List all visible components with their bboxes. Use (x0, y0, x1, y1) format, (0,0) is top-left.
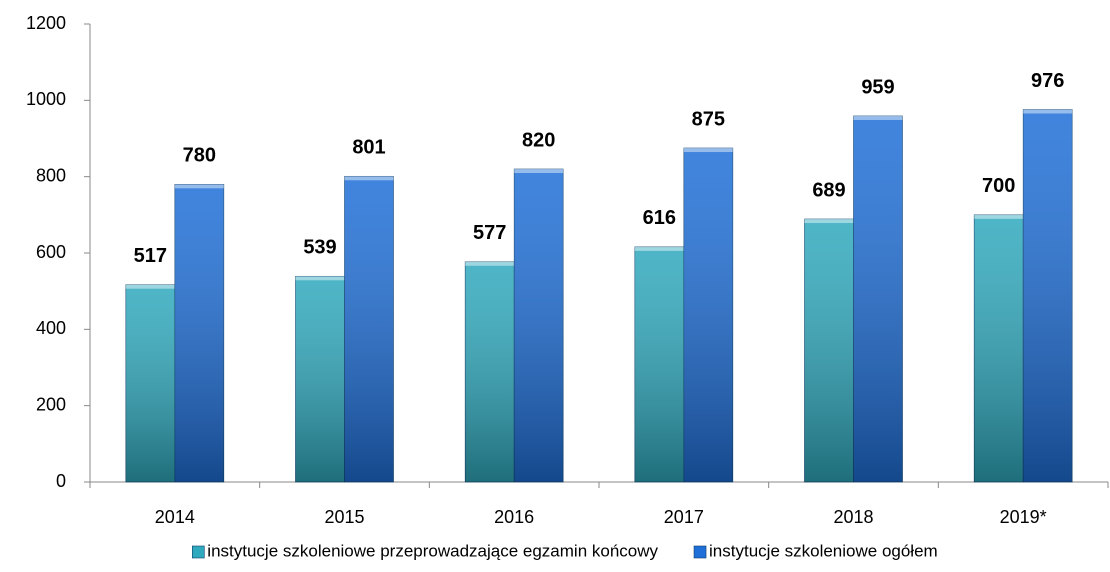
bar-shade (1023, 109, 1073, 482)
value-label: 577 (473, 222, 506, 244)
y-tick-label: 0 (56, 471, 66, 491)
y-tick-label: 400 (36, 318, 66, 338)
value-label: 517 (134, 245, 167, 267)
value-label: 689 (812, 179, 845, 201)
y-tick-label: 1000 (26, 89, 66, 109)
value-label: 780 (183, 145, 216, 167)
x-tick-label: 2019* (1000, 507, 1047, 527)
bar-cap (174, 184, 224, 189)
legend: instytucje szkoleniowe przeprowadzające … (191, 541, 938, 560)
bar-cap (683, 148, 733, 153)
bar-cap (125, 284, 175, 289)
legend-label: instytucje szkoleniowe przeprowadzające … (207, 541, 658, 560)
bar-cap (295, 276, 345, 281)
value-label: 976 (1031, 70, 1064, 92)
x-tick-label: 2014 (155, 507, 195, 527)
bar-cap (1023, 109, 1073, 114)
x-tick-label: 2017 (664, 507, 704, 527)
bar-cap (465, 261, 515, 266)
bar-shade (853, 115, 903, 483)
bar-cap (344, 176, 394, 181)
y-tick-label: 800 (36, 165, 66, 185)
bar-shade (634, 246, 684, 482)
value-label: 539 (303, 237, 336, 259)
value-label: 959 (861, 76, 894, 98)
bar-shade (125, 284, 175, 482)
y-tick-label: 200 (36, 394, 66, 414)
bar-cap (974, 214, 1024, 219)
legend-swatch (693, 545, 707, 559)
x-tick-label: 2015 (324, 507, 364, 527)
bar-cap (804, 219, 854, 224)
bar-shade (683, 148, 733, 482)
bar-cap (853, 115, 903, 120)
legend-swatch (191, 545, 205, 559)
bar-shade (974, 214, 1024, 483)
value-label: 801 (352, 137, 385, 159)
bar-cap (514, 169, 564, 174)
bar-shade (174, 184, 224, 483)
y-tick-label: 600 (36, 242, 66, 262)
value-label: 616 (643, 207, 676, 229)
x-tick-label: 2016 (494, 507, 534, 527)
bar-shade (295, 276, 345, 482)
legend-label: instytucje szkoleniowe ogółem (709, 541, 938, 560)
bar-cap (634, 246, 684, 251)
bar-shade (514, 169, 564, 483)
value-label: 700 (982, 175, 1015, 197)
value-label: 875 (692, 108, 725, 130)
bar-shade (465, 261, 515, 482)
bar-shade (344, 176, 394, 482)
bar-shade (804, 219, 854, 482)
y-tick-label: 1200 (26, 13, 66, 33)
value-label: 820 (522, 129, 555, 151)
x-tick-label: 2018 (833, 507, 873, 527)
